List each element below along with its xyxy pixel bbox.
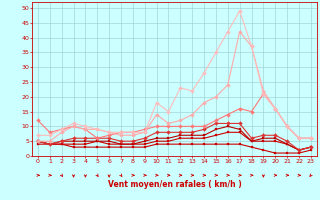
X-axis label: Vent moyen/en rafales ( km/h ): Vent moyen/en rafales ( km/h ) xyxy=(108,180,241,189)
